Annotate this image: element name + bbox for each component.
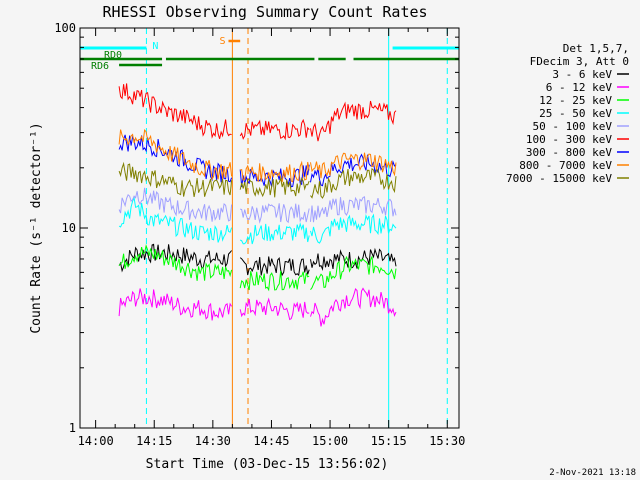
x-tick-label: 14:45 [253,434,289,448]
series-trace [310,167,397,199]
series-50-100-kev [118,187,397,224]
series-trace [239,256,310,277]
y-tick-label: 1 [69,421,76,435]
series-trace [240,160,310,183]
series-trace [118,161,233,197]
legend-entry-label: 50 - 100 keV [533,120,613,133]
axes: 14:00 14:15 14:30 14:45 15:00 15:15 15:30 1 10 10… [54,21,465,448]
series-trace [118,244,233,281]
series-trace [310,152,397,179]
x-tick-label: 15:15 [371,434,407,448]
series-trace [239,270,310,292]
x-tick-label: 14:00 [78,434,114,448]
series-trace [310,287,397,327]
flag-label-rd6: RD6 [91,61,109,72]
y-tick-label: 100 [54,21,76,35]
series-trace [310,213,397,244]
legend-header-line: FDecim 3, Att 0 [530,55,629,68]
series-12-25-kev [118,244,397,292]
chart-title: RHESSI Observing Summary Count Rates [102,3,427,21]
series-trace [239,222,310,245]
x-axis-label: Start Time (03-Dec-15 13:56:02) [146,457,389,472]
y-axis-label: Count Rate (s⁻¹ detector⁻¹) [29,122,44,333]
flag-label-rd0: RD0 [104,50,122,61]
y-tick-label: 10 [62,221,76,235]
flag-label-n: N [152,41,158,52]
legend-entry-label: 6 - 12 keV [546,81,613,94]
series-25-50-kev [118,196,397,245]
series-trace [310,100,397,142]
x-tick-label: 14:15 [136,434,172,448]
legend-header-line: Det 1,5,7, [563,42,629,55]
x-tick-label: 15:00 [312,434,348,448]
legend-entry-label: 300 - 800 keV [526,146,612,159]
series-trace [239,297,310,321]
series-trace [118,128,233,181]
legend-entry-label: 25 - 50 keV [539,107,612,120]
legend-entry-label: 12 - 25 keV [539,94,612,107]
legend-entry-label: 100 - 300 keV [526,133,612,146]
series-trace [310,196,397,223]
series-trace [118,196,233,243]
x-tick-label: 15:30 [429,434,465,448]
x-tick-label: 14:30 [195,434,231,448]
series-trace [118,83,232,139]
series-trace [310,247,397,272]
series-trace [240,203,310,224]
series-6-12-kev [118,287,397,327]
legend-entry-label: 7000 - 15000 keV [506,172,612,185]
series-7000-15000-kev [118,161,397,199]
legend-entry-label: 800 - 7000 keV [519,159,612,172]
series-trace [118,288,233,321]
series-trace [118,187,233,222]
generated-timestamp: 2-Nov-2021 13:18 [549,468,636,478]
series-800-7000-kev [118,128,397,183]
legend-entry-label: 3 - 6 keV [552,68,612,81]
series-trace [239,176,310,198]
series-trace [310,255,397,290]
series-100-300-kev [118,83,397,142]
flag-label-s: S [219,36,225,47]
series-trace [239,118,310,141]
